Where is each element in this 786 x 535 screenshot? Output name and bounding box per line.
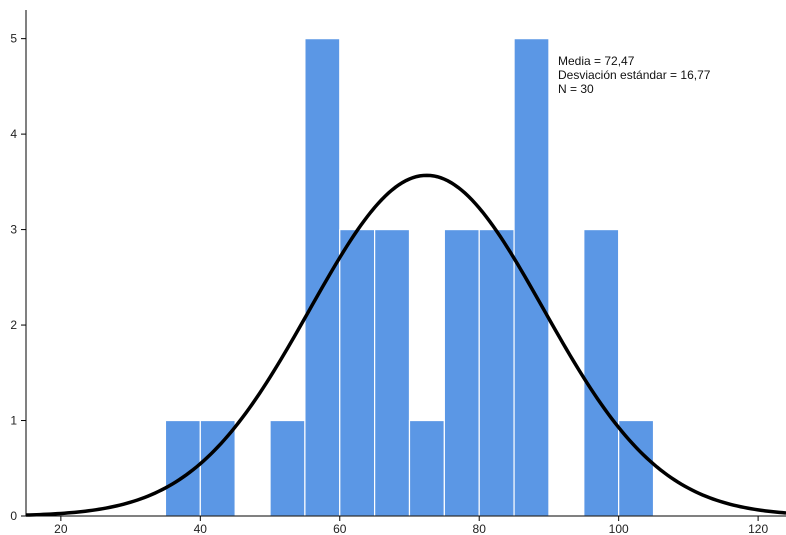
y-tick-label: 4: [10, 127, 17, 141]
histogram-bars: [165, 39, 653, 516]
y-tick-label: 1: [10, 414, 17, 428]
histogram-bar-65-70: [375, 230, 410, 516]
stats-sd: Desviación estándar = 16,77: [558, 68, 711, 82]
histogram-bar-85-90: [514, 39, 549, 516]
x-tick-label: 60: [333, 522, 347, 535]
histogram-bar-70-75: [409, 421, 444, 516]
histogram-bar-95-100: [584, 230, 619, 516]
y-tick-label: 5: [10, 32, 17, 46]
stats-n: N = 30: [558, 82, 594, 96]
x-axis-ticks: 20 40 60 80 100 120: [54, 516, 768, 535]
x-tick-label: 80: [473, 522, 487, 535]
stats-mean: Media = 72,47: [558, 54, 635, 68]
histogram-bar-80-85: [479, 230, 514, 516]
y-tick-label: 2: [10, 318, 17, 332]
x-tick-label: 100: [609, 522, 629, 535]
histogram-bar-60-65: [340, 230, 375, 516]
stats-box: Media = 72,47 Desviación estándar = 16,7…: [558, 54, 711, 96]
x-tick-label: 20: [54, 522, 68, 535]
y-tick-label: 3: [10, 223, 17, 237]
y-axis-ticks: 0 1 2 3 4 5: [10, 32, 26, 523]
histogram-bar-50-55: [270, 421, 305, 516]
histogram-bar-75-80: [444, 230, 479, 516]
x-tick-label: 120: [748, 522, 768, 535]
x-tick-label: 40: [194, 522, 208, 535]
y-tick-label: 0: [10, 509, 17, 523]
histogram-bar-55-60: [305, 39, 340, 516]
